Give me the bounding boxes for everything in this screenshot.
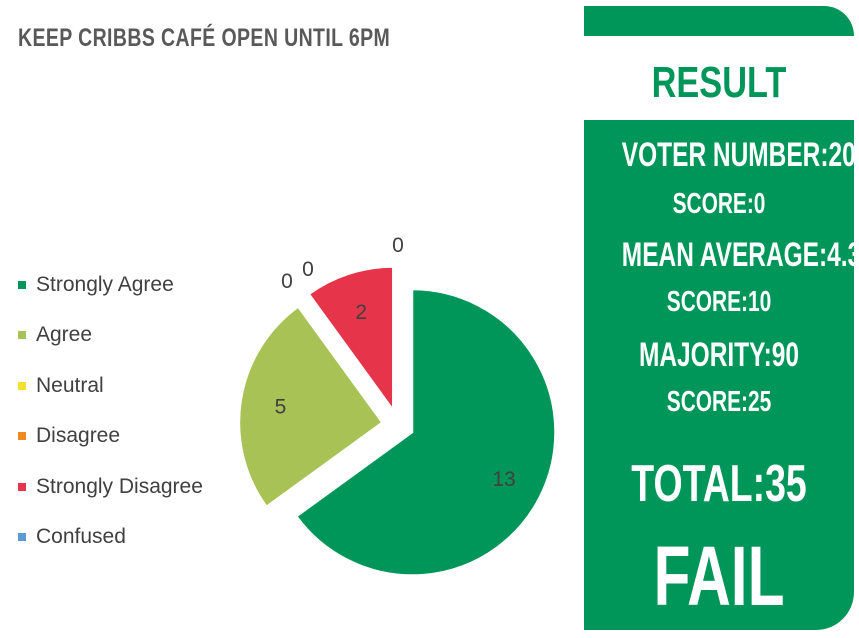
slice-label-zero: 0 <box>281 270 293 293</box>
legend-item: Disagree <box>18 424 203 449</box>
score-3: SCORE:25 <box>666 386 772 418</box>
verdict: FAIL <box>653 529 785 623</box>
mean-average: MEAN AVERAGE:4.35 <box>621 236 859 274</box>
score-1: SCORE:0 <box>672 188 766 220</box>
total: TOTAL:35 <box>631 455 807 513</box>
pie-slice <box>238 305 384 508</box>
legend-item: Neutral <box>18 373 203 398</box>
legend-item: Confused <box>18 525 203 550</box>
legend-label: Strongly Agree <box>36 272 174 296</box>
legend-label: Disagree <box>36 424 121 448</box>
legend-swatch <box>18 381 26 390</box>
slice-label-zero: 0 <box>302 258 314 281</box>
legend-label: Strongly Disagree <box>36 474 203 498</box>
majority: MAJORITY:90 <box>638 336 800 374</box>
result-panel: VOTER NUMBER:20 SCORE:0 MEAN AVERAGE:4.3… <box>584 120 859 630</box>
pie-slice <box>307 265 395 413</box>
slice-label: 5 <box>275 395 287 418</box>
result-heading: RESULT <box>651 58 787 107</box>
legend-label: Neutral <box>36 373 104 397</box>
legend-item: Strongly Disagree <box>18 474 203 499</box>
chart-title: KEEP CRIBBS CAFÉ OPEN UNTIL 6PM <box>18 24 391 52</box>
pie-slice <box>295 288 557 577</box>
slice-label-zero: 0 <box>392 234 404 257</box>
legend-label: Confused <box>36 525 126 549</box>
slice-label: 13 <box>492 468 515 491</box>
legend-item: Agree <box>18 323 203 348</box>
legend-swatch <box>18 280 26 289</box>
legend-swatch <box>18 482 26 491</box>
legend-swatch <box>18 533 26 542</box>
legend-item: Strongly Agree <box>18 272 203 297</box>
slice-label: 2 <box>355 301 367 324</box>
voter-number: VOTER NUMBER:20 <box>621 136 856 174</box>
legend-swatch <box>18 331 26 340</box>
score-2: SCORE:10 <box>666 286 772 318</box>
result-tab <box>584 6 854 36</box>
legend-label: Agree <box>36 323 93 347</box>
legend-swatch <box>18 432 26 441</box>
chart-legend: Strongly Agree Agree Neutral Disagree Strong… <box>18 272 203 576</box>
